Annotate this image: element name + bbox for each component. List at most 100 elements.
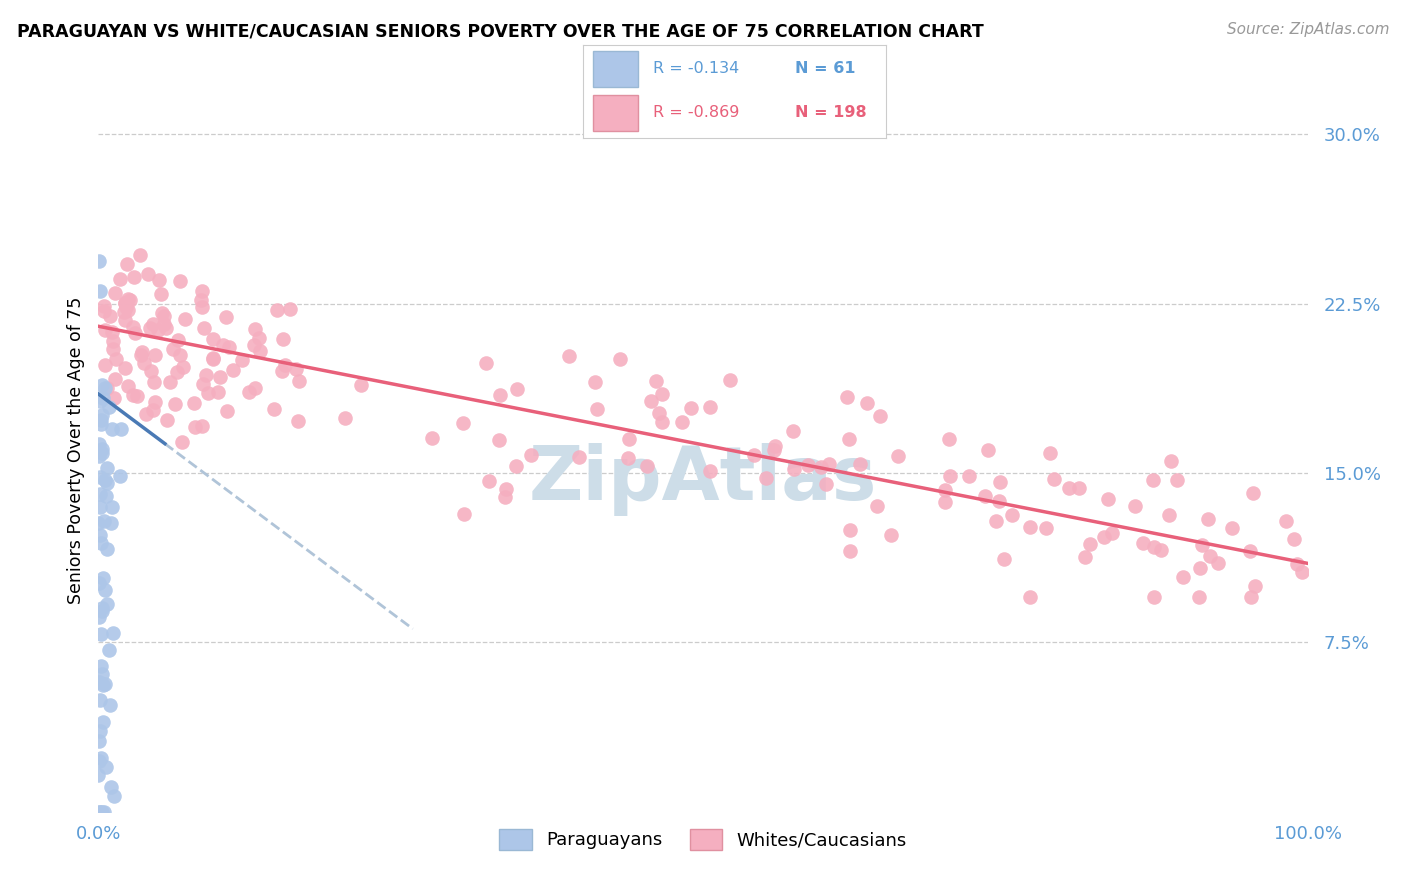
Point <box>183 395 205 409</box>
Point <box>90 413 112 427</box>
Point <box>957 469 980 483</box>
Point <box>135 407 157 421</box>
Point <box>247 331 270 345</box>
Point <box>128 248 150 262</box>
Point <box>96 541 118 556</box>
Point <box>838 544 860 558</box>
Point <box>609 352 631 367</box>
Point <box>1191 538 1213 552</box>
Point <box>651 386 673 401</box>
Point <box>249 344 271 359</box>
Point <box>1206 556 1229 570</box>
Point <box>197 386 219 401</box>
Point <box>636 458 658 473</box>
Point <box>648 406 671 420</box>
Point <box>986 514 1008 528</box>
Point <box>139 320 162 334</box>
Point <box>887 449 910 463</box>
Point <box>1244 579 1267 593</box>
Point <box>1019 591 1042 605</box>
Point <box>101 500 124 514</box>
Point <box>89 528 111 542</box>
Point <box>97 643 120 657</box>
Point <box>96 381 118 395</box>
Point <box>671 415 693 429</box>
Point <box>110 422 132 436</box>
Point <box>495 482 517 496</box>
Point <box>617 432 640 446</box>
Point <box>1171 570 1194 584</box>
Point <box>90 659 112 673</box>
Point <box>1197 512 1219 526</box>
Point <box>938 468 960 483</box>
Point <box>103 789 125 803</box>
Point <box>1097 491 1119 506</box>
Point <box>818 457 841 471</box>
Point <box>782 424 804 438</box>
Point <box>211 337 233 351</box>
Point <box>238 384 260 399</box>
Y-axis label: Seniors Poverty Over the Age of 75: Seniors Poverty Over the Age of 75 <box>66 297 84 604</box>
Point <box>96 476 118 491</box>
Point <box>90 751 112 765</box>
Point <box>117 303 139 318</box>
Point <box>763 439 786 453</box>
Point <box>231 353 253 368</box>
Point <box>104 372 127 386</box>
Point <box>451 416 474 430</box>
Point <box>162 342 184 356</box>
Point <box>100 780 122 794</box>
Text: R = -0.869: R = -0.869 <box>652 105 740 120</box>
Point <box>478 474 501 488</box>
Point <box>263 401 285 416</box>
Point <box>90 604 112 618</box>
Point <box>142 317 165 331</box>
Point <box>1285 557 1308 571</box>
Point <box>699 464 721 478</box>
Point <box>1142 591 1164 605</box>
Point <box>125 389 148 403</box>
Point <box>1159 508 1181 523</box>
Point <box>1092 530 1115 544</box>
Point <box>1101 525 1123 540</box>
Point <box>742 448 765 462</box>
Point <box>94 489 117 503</box>
Point <box>122 387 145 401</box>
FancyBboxPatch shape <box>592 51 638 87</box>
Point <box>856 396 879 410</box>
Point <box>1132 535 1154 549</box>
Point <box>115 300 138 314</box>
Point <box>190 284 212 298</box>
Point <box>651 415 673 429</box>
Point <box>153 309 176 323</box>
Point <box>94 677 117 691</box>
Point <box>1241 486 1264 500</box>
Point <box>108 271 131 285</box>
Point <box>1274 514 1296 528</box>
Point <box>333 411 356 425</box>
Point <box>988 475 1011 489</box>
Point <box>89 723 111 738</box>
Point <box>172 360 194 375</box>
Point <box>96 759 118 773</box>
Point <box>681 401 703 415</box>
Point <box>288 374 311 388</box>
Point <box>849 457 872 471</box>
Point <box>117 292 139 306</box>
Point <box>100 698 122 712</box>
Point <box>89 253 111 268</box>
Point <box>193 321 215 335</box>
Point <box>167 333 190 347</box>
Point <box>98 309 121 323</box>
Point <box>1035 521 1057 535</box>
Point <box>169 274 191 288</box>
Point <box>89 805 111 819</box>
Point <box>350 377 373 392</box>
Point <box>87 805 110 819</box>
Point <box>143 395 166 409</box>
Point <box>93 514 115 528</box>
Point <box>89 450 111 464</box>
Point <box>879 528 901 542</box>
Point <box>520 448 543 462</box>
Point <box>184 420 207 434</box>
